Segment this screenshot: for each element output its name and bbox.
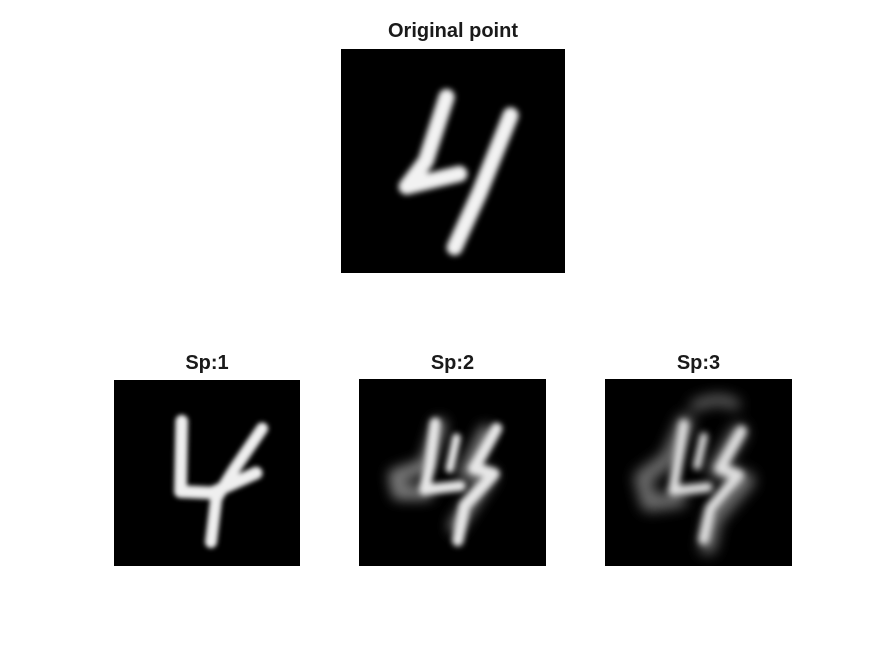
panel-sp1: Sp:1: [114, 352, 300, 566]
panel-title-sp3: Sp:3: [676, 352, 721, 374]
sp2-digit-image: [359, 379, 546, 566]
sp1-digit-image: [114, 380, 300, 566]
sp3-digit-image: [605, 379, 792, 566]
panel-title-sp1: Sp:1: [185, 352, 229, 374]
panel-sp2: Sp:2: [359, 352, 546, 566]
panel-title-original: Original point: [388, 20, 518, 42]
panel-sp3: Sp:3: [605, 352, 792, 566]
original-digit-image: [341, 49, 565, 273]
panel-title-sp2: Sp:2: [430, 352, 475, 374]
panel-original: Original point: [341, 18, 565, 274]
